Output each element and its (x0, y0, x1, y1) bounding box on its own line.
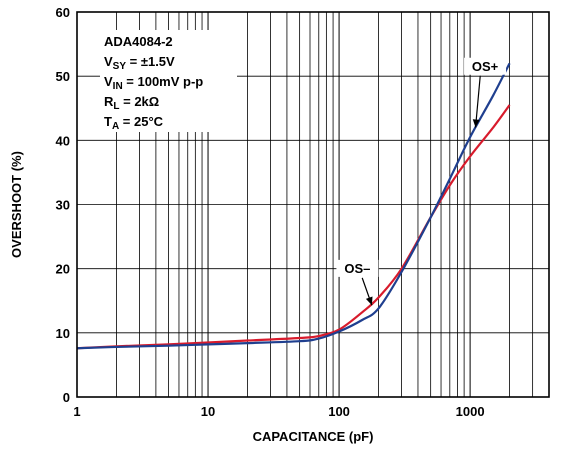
y-tick-label: 30 (56, 198, 70, 213)
series-labelos-plus: OS+ (472, 59, 499, 74)
y-tick-label: 10 (56, 326, 70, 341)
chart-series-layer (76, 62, 511, 350)
plot-frame (76, 11, 550, 398)
condition-line: ADA4084-2 (104, 34, 173, 49)
y-tick-label: 20 (56, 262, 70, 277)
series-label-box (464, 57, 507, 75)
condition-line: VIN = 100mV p-p (104, 74, 203, 92)
x-tick-label: 1 (73, 404, 80, 419)
series-line-osplus (76, 62, 511, 350)
x-axis-title: CAPACITANCE (pF) (253, 429, 374, 444)
x-tick-label: 1000 (456, 404, 485, 419)
series-label-box (336, 259, 379, 277)
x-tick-label: 100 (328, 404, 350, 419)
series-labelos-minus: OS– (344, 261, 370, 276)
y-tick-label: 0 (63, 390, 70, 405)
y-axis-title: OVERSHOOT (%) (9, 151, 24, 258)
conditions-background (100, 30, 237, 132)
chart-annotations: OS+ OS– (336, 57, 507, 306)
y-tick-label: 40 (56, 133, 70, 148)
annotation-arrow-line (474, 75, 481, 128)
y-tick-label: 50 (56, 69, 70, 84)
y-axis-ticks: 0 10 20 30 40 50 60 (56, 5, 70, 405)
series-line-osminus (76, 104, 511, 350)
annotation-arrow-head (365, 296, 373, 306)
y-tick-label: 60 (56, 5, 70, 20)
x-tick-label: 10 (201, 404, 215, 419)
annotation-arrow-head (472, 119, 480, 128)
x-axis-ticks: 1 10 100 1000 (73, 404, 484, 419)
condition-line: TA = 25°C (104, 114, 164, 132)
